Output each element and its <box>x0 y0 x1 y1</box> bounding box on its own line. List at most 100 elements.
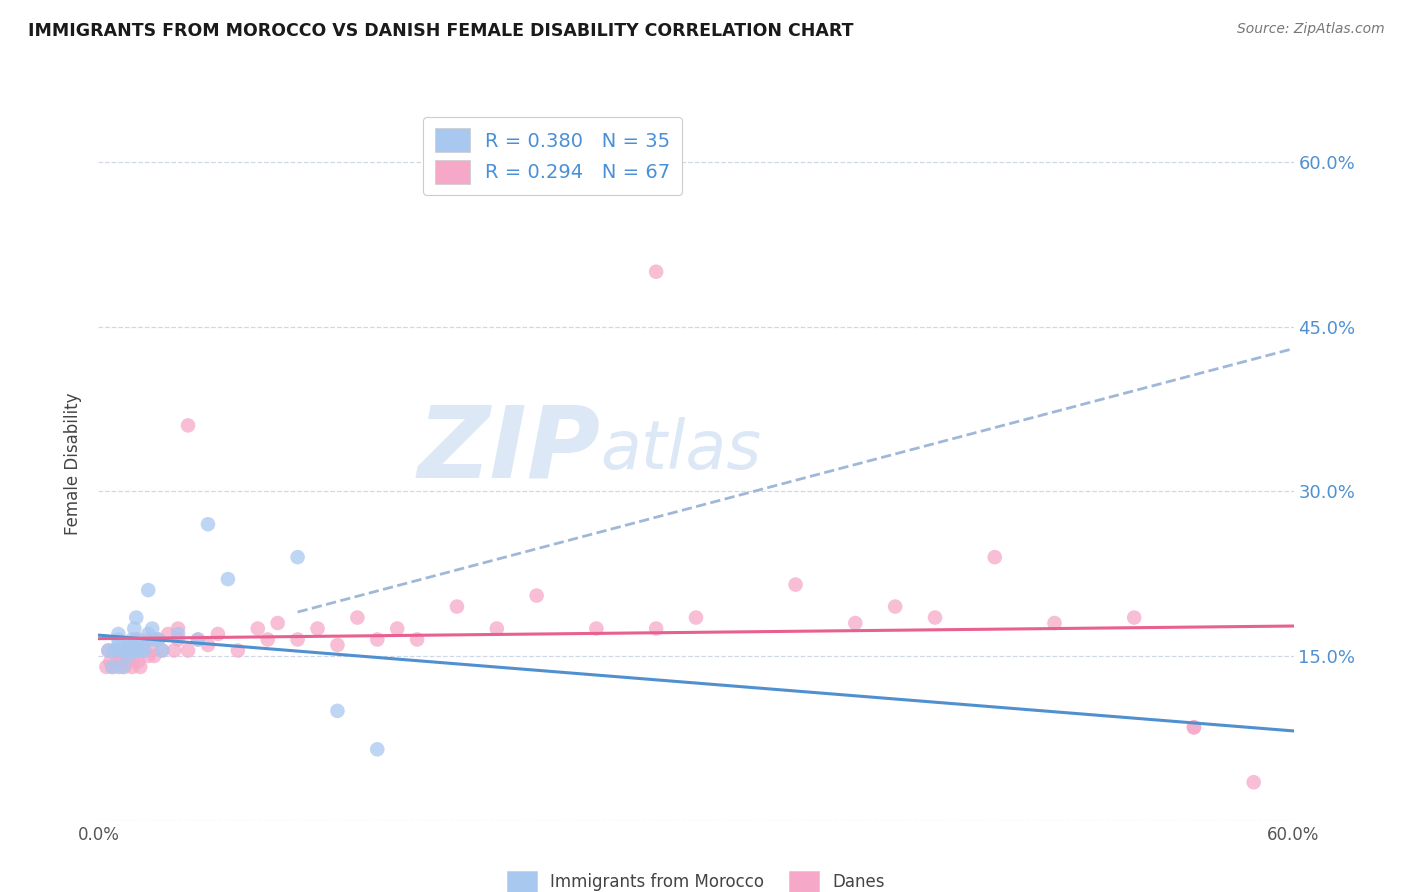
Point <box>107 627 129 641</box>
Point <box>148 632 170 647</box>
Point <box>115 648 138 663</box>
Point <box>1182 720 1205 734</box>
Point <box>125 632 148 647</box>
Point <box>96 660 118 674</box>
Point <box>167 627 190 641</box>
Point <box>141 622 163 636</box>
Point <box>121 660 143 674</box>
Point <box>406 632 429 647</box>
Point <box>157 627 180 641</box>
Point <box>134 643 156 657</box>
Point <box>785 577 807 591</box>
Point <box>1123 610 1146 624</box>
Point <box>120 643 142 657</box>
Point <box>124 622 146 636</box>
Point <box>101 660 124 674</box>
Point <box>366 742 388 756</box>
Point <box>177 643 200 657</box>
Point <box>143 632 166 647</box>
Point <box>127 643 149 657</box>
Point <box>124 648 146 663</box>
Point <box>127 643 149 657</box>
Point <box>197 638 219 652</box>
Text: ZIP: ZIP <box>418 401 600 498</box>
Point <box>97 643 120 657</box>
Point <box>117 648 139 663</box>
Point <box>1243 775 1265 789</box>
Point <box>884 599 907 614</box>
Y-axis label: Female Disability: Female Disability <box>65 392 83 535</box>
Point <box>267 615 290 630</box>
Point <box>1043 615 1066 630</box>
Point <box>685 610 707 624</box>
Point <box>101 660 124 674</box>
Point <box>187 632 209 647</box>
Point <box>100 655 122 669</box>
Point <box>129 643 152 657</box>
Point <box>107 638 129 652</box>
Point <box>124 643 146 657</box>
Point <box>287 550 309 565</box>
Point <box>984 550 1007 565</box>
Point <box>167 632 190 647</box>
Point <box>585 622 607 636</box>
Point <box>307 622 329 636</box>
Point <box>131 638 153 652</box>
Point <box>143 648 166 663</box>
Point <box>117 638 139 652</box>
Point <box>366 632 388 647</box>
Point <box>924 610 946 624</box>
Point <box>645 622 668 636</box>
Point <box>163 643 186 657</box>
Point <box>136 648 159 663</box>
Point <box>645 265 668 279</box>
Point <box>197 517 219 532</box>
Point <box>112 660 135 674</box>
Point <box>187 632 209 647</box>
Point <box>117 643 139 657</box>
Point <box>1182 720 1205 734</box>
Legend: Immigrants from Morocco, Danes: Immigrants from Morocco, Danes <box>501 864 891 892</box>
Point <box>117 655 139 669</box>
Text: Source: ZipAtlas.com: Source: ZipAtlas.com <box>1237 22 1385 37</box>
Point <box>136 632 159 647</box>
Point <box>326 638 349 652</box>
Text: IMMIGRANTS FROM MOROCCO VS DANISH FEMALE DISABILITY CORRELATION CHART: IMMIGRANTS FROM MOROCCO VS DANISH FEMALE… <box>28 22 853 40</box>
Point <box>110 655 132 669</box>
Point <box>326 704 349 718</box>
Point <box>385 622 409 636</box>
Point <box>136 583 159 598</box>
Point <box>167 622 190 636</box>
Point <box>127 632 149 647</box>
Point <box>129 660 152 674</box>
Text: atlas: atlas <box>600 417 762 483</box>
Point <box>103 643 125 657</box>
Point <box>97 643 120 657</box>
Point <box>346 610 368 624</box>
Point <box>148 632 170 647</box>
Point <box>150 643 173 657</box>
Point <box>112 643 135 657</box>
Point <box>150 643 173 657</box>
Point <box>127 655 149 669</box>
Point <box>131 638 153 652</box>
Point <box>485 622 508 636</box>
Point <box>287 632 309 647</box>
Point <box>177 418 200 433</box>
Point <box>136 627 159 641</box>
Point <box>125 610 148 624</box>
Point <box>120 638 142 652</box>
Point <box>246 622 269 636</box>
Point <box>117 638 139 652</box>
Point <box>844 615 866 630</box>
Point <box>256 632 278 647</box>
Point <box>107 643 129 657</box>
Point <box>107 660 129 674</box>
Point <box>107 632 129 647</box>
Point <box>111 643 134 657</box>
Point <box>107 643 129 657</box>
Point <box>446 599 468 614</box>
Point <box>207 627 229 641</box>
Point <box>103 643 125 657</box>
Point <box>121 632 143 647</box>
